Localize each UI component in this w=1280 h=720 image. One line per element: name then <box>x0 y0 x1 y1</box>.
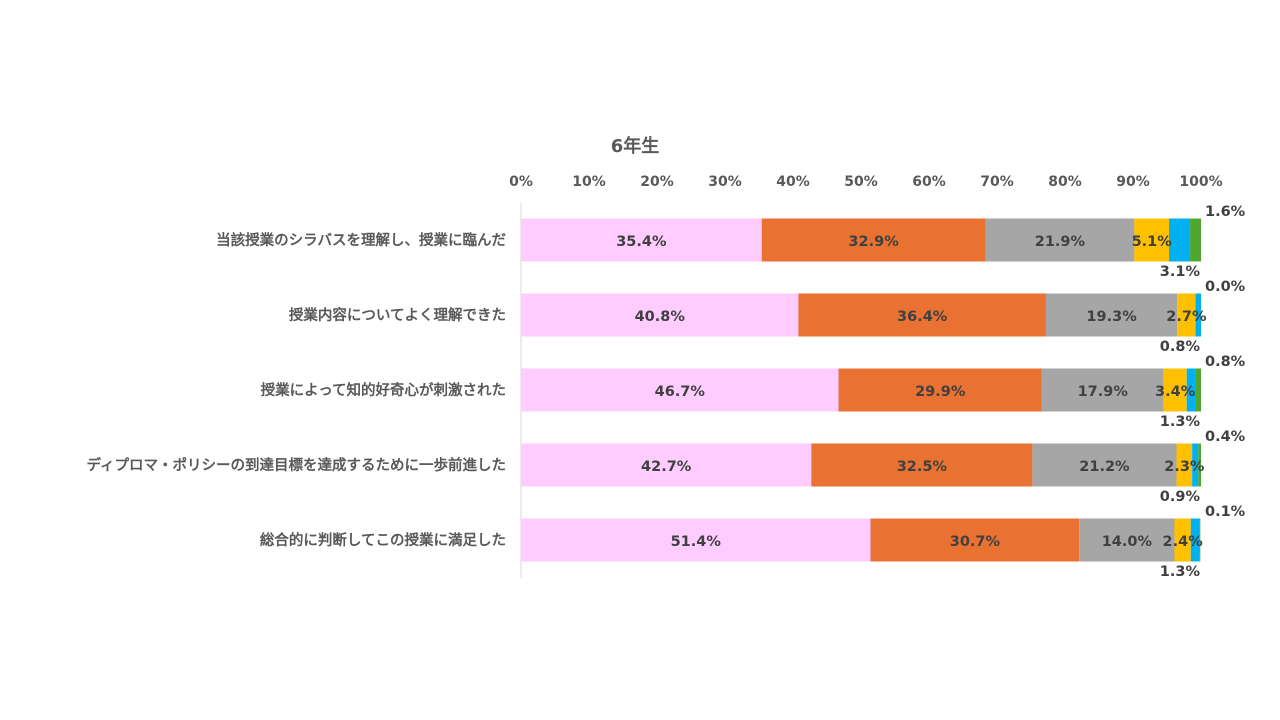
x-axis-ticks: 0% 10% 20% 30% 40% 50% 60% 70% 80% 90% 100% <box>509 174 1223 190</box>
bars <box>521 218 1201 562</box>
data-label: 17.9% <box>1078 384 1129 400</box>
bar-segment <box>1169 218 1191 262</box>
data-label: 36.4% <box>897 309 948 325</box>
bar-segment <box>1079 518 1175 562</box>
data-label: 40.8% <box>635 309 686 325</box>
x-tick-label: 10% <box>572 174 606 190</box>
data-labels: 35.4% 32.9% 21.9% 5.1% 3.1% 1.6% 40.8% 36.4% 19.… <box>616 204 1245 580</box>
bar-segment <box>1192 443 1199 487</box>
x-tick-label: 80% <box>1048 174 1082 190</box>
data-label: 29.9% <box>915 384 966 400</box>
bar-segment <box>1045 293 1178 337</box>
bar-segment <box>1174 518 1191 562</box>
data-label: 3.1% <box>1160 264 1201 280</box>
bar-segment <box>1163 368 1187 412</box>
data-label: 0.8% <box>1160 339 1201 355</box>
data-label: 46.7% <box>655 384 706 400</box>
data-label: 1.3% <box>1160 414 1201 430</box>
data-label: 32.9% <box>848 234 899 250</box>
data-label: 21.9% <box>1035 234 1086 250</box>
data-label: 1.6% <box>1205 204 1246 220</box>
data-label: 30.7% <box>950 534 1001 550</box>
bar-segment <box>1190 518 1200 562</box>
bar-segment <box>761 218 986 262</box>
x-tick-label: 90% <box>1116 174 1150 190</box>
category-label: 授業内容についてよく理解できた <box>289 306 506 324</box>
bar-segment <box>1177 293 1196 337</box>
bar-segment <box>521 518 871 562</box>
bar-segment <box>1032 443 1177 487</box>
x-tick-label: 30% <box>708 174 742 190</box>
bar-segment <box>1134 218 1170 262</box>
category-label: 授業によって知的好奇心が刺激された <box>261 381 506 399</box>
data-label: 0.4% <box>1205 429 1246 445</box>
data-label: 0.1% <box>1205 504 1246 520</box>
chart-title: 6年生 <box>611 135 660 157</box>
x-tick-label: 0% <box>509 174 533 190</box>
x-tick-label: 20% <box>640 174 674 190</box>
bar-segment <box>1195 368 1201 412</box>
bar-segment <box>1186 368 1196 412</box>
data-label: 51.4% <box>671 534 722 550</box>
category-label: 総合的に判断してこの授業に満足した <box>260 531 506 549</box>
data-label: 2.4% <box>1163 534 1204 550</box>
data-label: 5.1% <box>1132 234 1173 250</box>
x-tick-label: 40% <box>776 174 810 190</box>
data-label: 2.7% <box>1166 309 1207 325</box>
bar-segment <box>521 293 799 337</box>
data-label: 0.8% <box>1205 354 1246 370</box>
bar-segment <box>798 293 1046 337</box>
bar-segment <box>1199 518 1201 562</box>
data-label: 3.4% <box>1155 384 1196 400</box>
data-label: 21.2% <box>1079 459 1130 475</box>
data-label: 1.3% <box>1160 564 1201 580</box>
bar-segment <box>838 368 1042 412</box>
bar-segment <box>1041 368 1164 412</box>
x-tick-label: 60% <box>912 174 946 190</box>
data-label: 0.0% <box>1205 279 1246 295</box>
bar-segment <box>985 218 1135 262</box>
bar-segment <box>1190 218 1201 262</box>
category-label: 当該授業のシラバスを理解し、授業に臨んだ <box>216 231 506 249</box>
bar-segment <box>521 218 762 262</box>
category-label: ディプロマ・ポリシーの到達目標を達成するために一歩前進した <box>87 456 506 474</box>
data-label: 32.5% <box>897 459 948 475</box>
category-labels: 当該授業のシラバスを理解し、授業に臨んだ授業内容についてよく理解できた授業によっ… <box>87 231 507 549</box>
bar-segment <box>811 443 1033 487</box>
bar-segment <box>1195 293 1201 337</box>
data-label: 0.9% <box>1160 489 1201 505</box>
bar-segment <box>521 443 812 487</box>
data-label: 19.3% <box>1086 309 1137 325</box>
bar-segment <box>1176 443 1193 487</box>
x-tick-label: 70% <box>980 174 1014 190</box>
bar-segment <box>521 368 839 412</box>
bar-segment <box>1198 443 1201 487</box>
x-tick-label: 100% <box>1179 174 1222 190</box>
data-label: 35.4% <box>616 234 667 250</box>
data-label: 2.3% <box>1164 459 1205 475</box>
data-label: 14.0% <box>1102 534 1153 550</box>
bar-segment <box>870 518 1080 562</box>
x-tick-label: 50% <box>844 174 878 190</box>
data-label: 42.7% <box>641 459 692 475</box>
